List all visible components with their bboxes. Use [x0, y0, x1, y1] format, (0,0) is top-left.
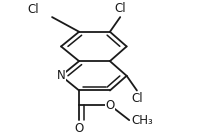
Text: N: N — [56, 69, 65, 82]
Text: CH₃: CH₃ — [131, 114, 153, 127]
Text: O: O — [74, 121, 83, 135]
Text: Cl: Cl — [27, 3, 39, 16]
Text: O: O — [105, 99, 114, 112]
Text: Cl: Cl — [130, 92, 142, 105]
Text: Cl: Cl — [114, 2, 125, 15]
